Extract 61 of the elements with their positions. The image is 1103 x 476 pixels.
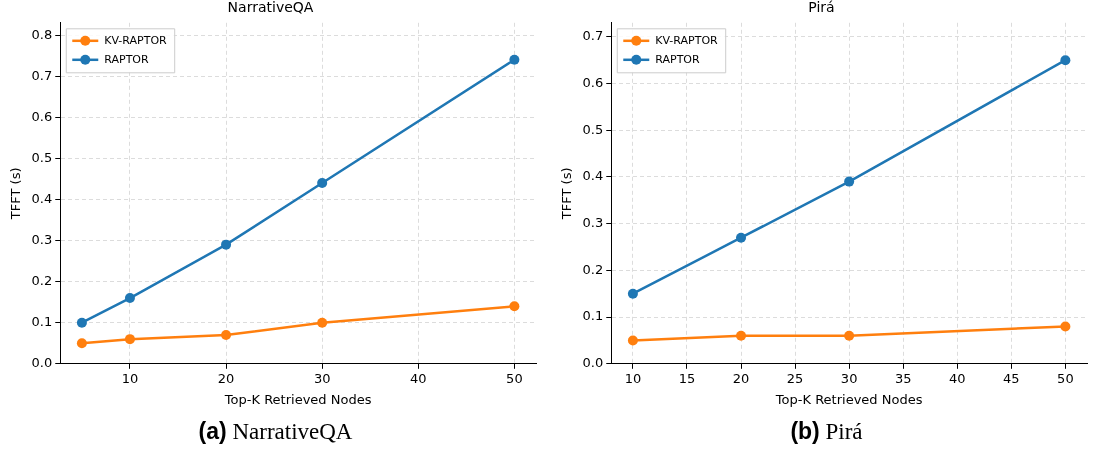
legend-label: KV-RAPTOR <box>104 33 168 47</box>
point <box>509 54 520 65</box>
point <box>76 338 87 349</box>
x-tick-label: 20 <box>217 370 235 386</box>
x-axis-title: Top-K Retrieved Nodes <box>223 391 372 407</box>
y-tick-label: 0.4 <box>31 190 53 206</box>
y-tick-label: 0.6 <box>31 108 53 124</box>
point <box>627 335 638 346</box>
point <box>509 301 520 312</box>
x-tick-label: 10 <box>121 370 139 386</box>
y-tick-label: 0.4 <box>582 168 604 184</box>
point <box>221 330 232 341</box>
y-tick-label: 0.8 <box>31 26 53 42</box>
x-tick-label: 10 <box>624 370 642 386</box>
y-tick-label: 0.1 <box>582 308 604 324</box>
x-tick-label: 30 <box>313 370 331 386</box>
point <box>124 293 135 304</box>
x-tick-label: 25 <box>786 370 804 386</box>
point <box>844 330 855 341</box>
y-tick-label: 0.0 <box>582 355 604 371</box>
chart-title: NarrativeQA <box>227 0 314 16</box>
point <box>317 317 328 328</box>
point <box>736 232 747 243</box>
x-tick-label: 45 <box>1003 370 1020 386</box>
y-tick-label: 0.3 <box>31 231 53 247</box>
x-tick-label: 15 <box>678 370 696 386</box>
y-tick-label: 0.3 <box>582 215 604 231</box>
x-tick-label: 30 <box>840 370 858 386</box>
point <box>736 330 747 341</box>
point <box>124 334 135 345</box>
point <box>317 178 328 189</box>
point <box>1060 55 1071 66</box>
point <box>76 317 87 328</box>
y-axis-title: TFFT (s) <box>559 167 575 221</box>
text: (a) NarrativeQA <box>197 418 354 445</box>
legend-label: KV-RAPTOR <box>655 33 719 47</box>
legend-label: RAPTOR <box>655 52 701 66</box>
y-tick-label: 0.7 <box>582 28 604 44</box>
y-tick-label: 0.1 <box>31 314 53 330</box>
point <box>221 239 232 250</box>
y-tick-label: 0.6 <box>582 74 604 90</box>
x-tick-label: 20 <box>732 370 750 386</box>
point <box>844 176 855 187</box>
legend-label: RAPTOR <box>104 52 150 66</box>
x-tick-label: 50 <box>506 370 523 386</box>
y-tick-label: 0.0 <box>31 355 53 371</box>
y-tick-label: 0.5 <box>31 149 53 165</box>
point <box>627 288 638 299</box>
x-axis-title: Top-K Retrieved Nodes <box>774 391 923 407</box>
text: (b) Pirá <box>789 418 864 445</box>
x-tick-label: 40 <box>948 370 966 386</box>
x-tick-label: 50 <box>1057 370 1074 386</box>
y-tick-label: 0.7 <box>31 67 53 83</box>
y-axis-title: TFFT (s) <box>8 167 24 221</box>
y-tick-label: 0.2 <box>31 273 53 289</box>
point <box>1060 321 1071 332</box>
chart-title: Pirá <box>808 0 835 16</box>
x-tick-label: 35 <box>894 370 912 386</box>
y-tick-label: 0.5 <box>582 121 604 137</box>
x-tick-label: 40 <box>410 370 427 386</box>
y-tick-label: 0.2 <box>582 261 604 277</box>
